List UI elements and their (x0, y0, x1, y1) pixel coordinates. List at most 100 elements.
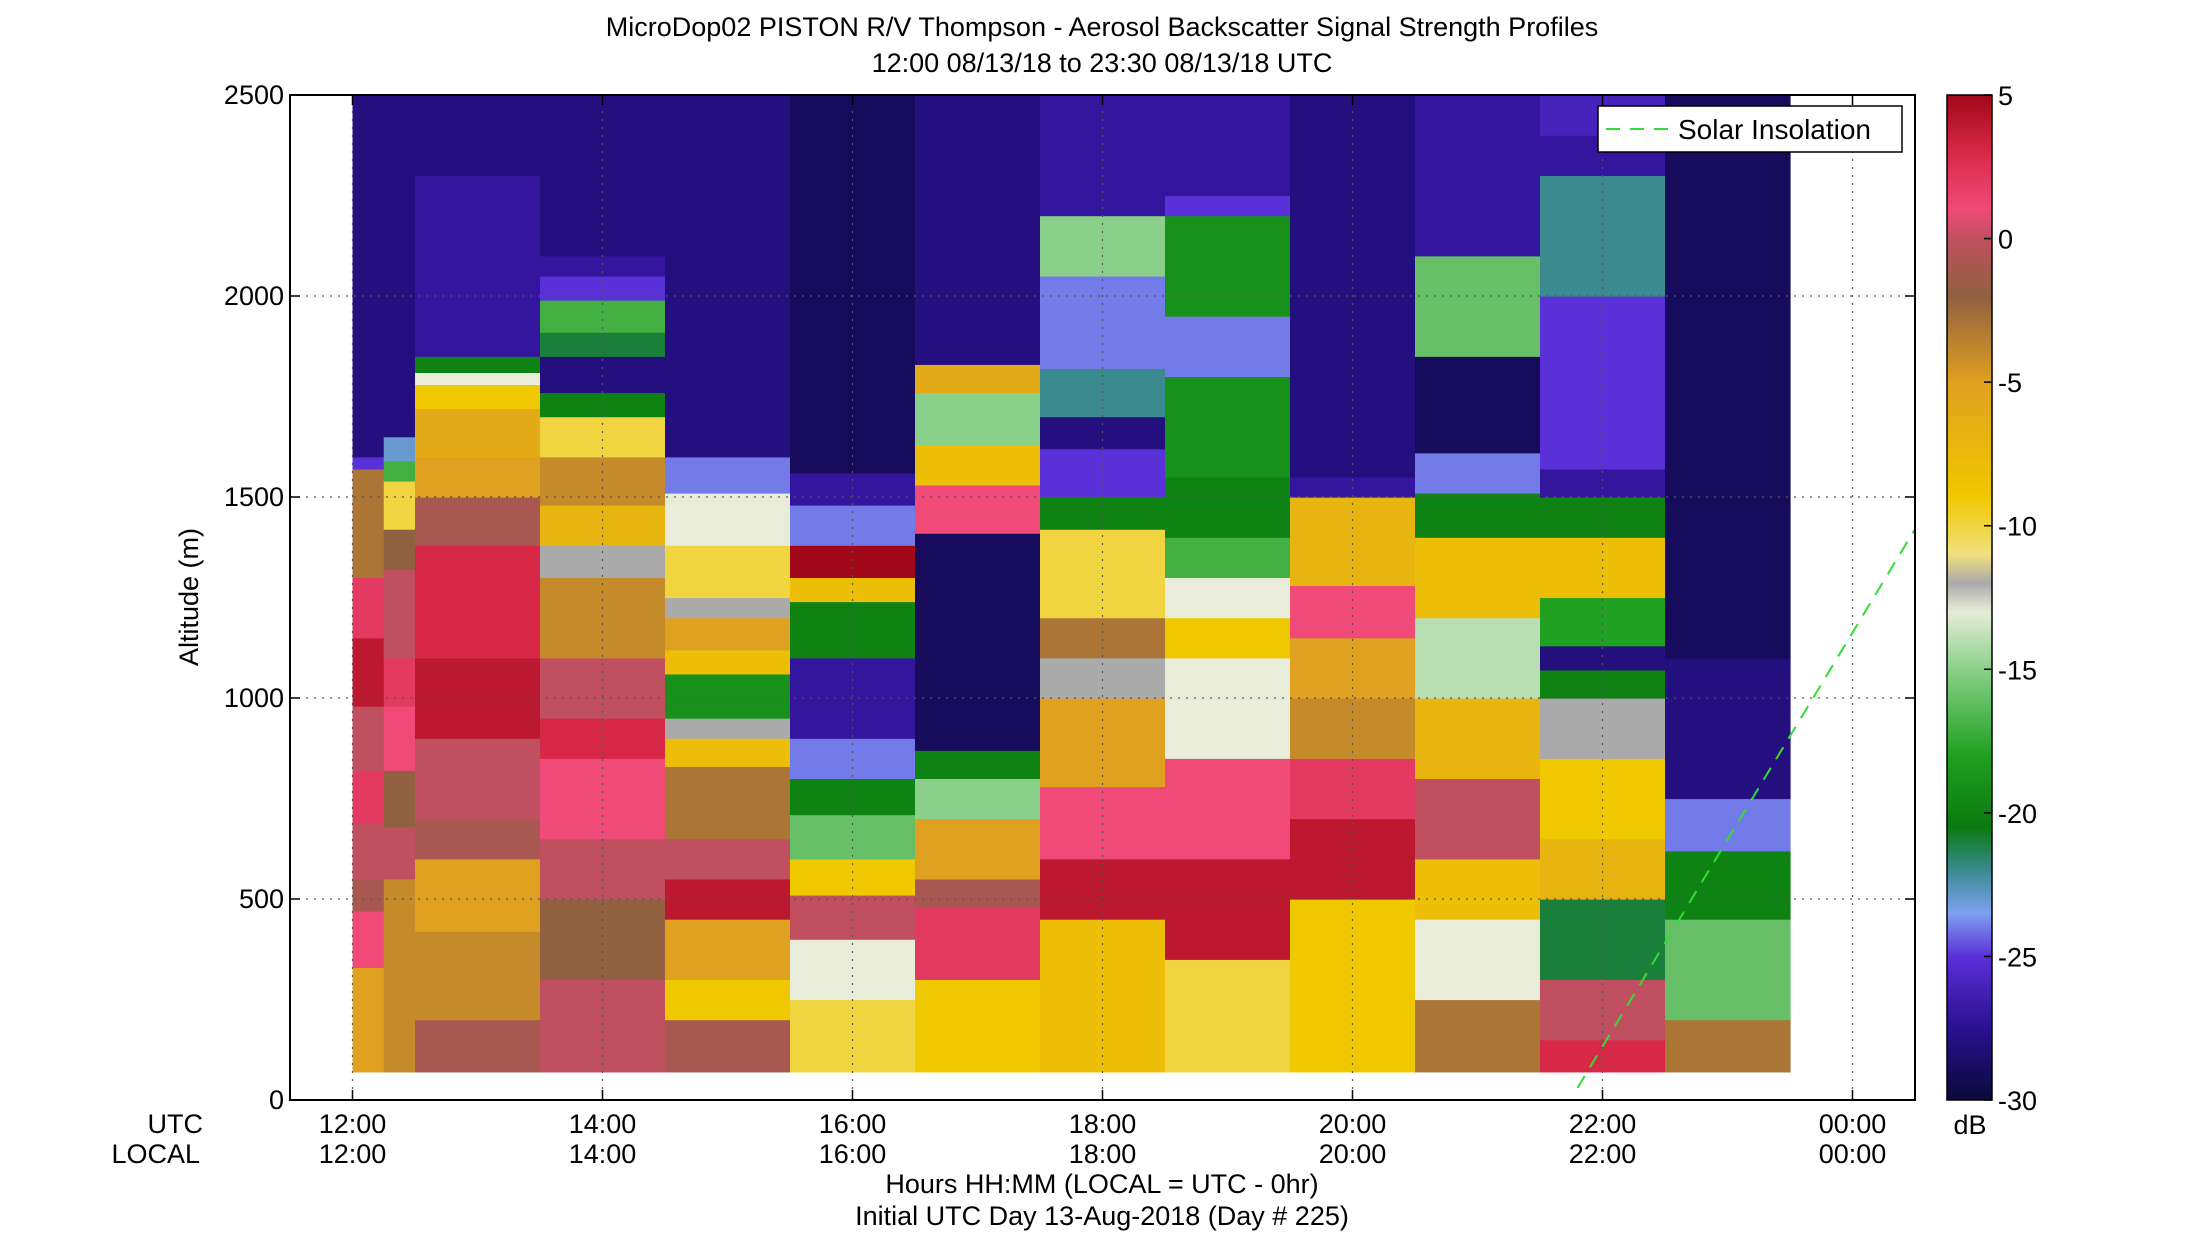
heatmap-cell (415, 497, 541, 546)
heatmap-cell (383, 706, 416, 771)
heatmap-cell (790, 577, 916, 603)
y-tick-label: 500 (239, 884, 284, 914)
y-axis-label: Altitude (m) (174, 528, 204, 666)
heatmap-cell (1165, 758, 1291, 860)
heatmap-cell (352, 967, 385, 1073)
y-tick-label: 1000 (224, 683, 284, 713)
heatmap-cell (540, 416, 666, 458)
heatmap-cell (665, 597, 791, 619)
heatmap-cell (1540, 645, 1666, 671)
heatmap-cell (1415, 858, 1541, 920)
x-row-label-local: LOCAL (111, 1139, 200, 1169)
heatmap-cell (1165, 476, 1291, 538)
heatmap-cell (1040, 497, 1166, 530)
heatmap-cell (1665, 657, 1791, 800)
heatmap-cell (352, 468, 385, 538)
y-axis: 0 500 1000 1500 2000 2500 (224, 80, 1915, 1115)
heatmap-cell (665, 649, 791, 675)
heatmap-cell (915, 533, 1041, 751)
heatmap-cell (665, 545, 791, 599)
heatmap-cell (665, 718, 791, 739)
heatmap-cell (540, 577, 666, 659)
heatmap-cell (352, 637, 385, 707)
heatmap-cell (665, 673, 791, 719)
heatmap-cell (1165, 195, 1291, 217)
heatmap-cell (415, 738, 541, 820)
heatmap-cell (415, 175, 541, 357)
legend-box (1597, 105, 1903, 153)
solar-insolation-line (1576, 528, 1915, 1089)
heatmap-cell (1165, 617, 1291, 659)
heatmap-cell (1540, 468, 1666, 498)
heatmap-cell (540, 545, 666, 578)
heatmap-cell (383, 878, 416, 1073)
heatmap-cell (383, 460, 416, 482)
heatmap-cell (415, 408, 541, 458)
heatmap-cell (352, 911, 385, 968)
x-tick-label-local: 14:00 (569, 1139, 637, 1169)
heatmap-cell (790, 95, 916, 474)
heatmap-cell (383, 826, 416, 880)
colorbar-ticks: 5 0 -5 -10 -15 -20 -25 -30 (1984, 81, 2037, 1116)
heatmap-cell (415, 657, 541, 739)
chart-subtitle: 12:00 08/13/18 to 23:30 08/13/18 UTC (872, 48, 1333, 78)
heatmap-cell (1040, 858, 1166, 920)
heatmap-cell (665, 878, 791, 920)
heatmap-cell (352, 822, 385, 880)
heatmap-cell (790, 999, 916, 1073)
heatmap-cell (1540, 175, 1666, 297)
heatmap-cell (1415, 698, 1541, 779)
heatmap-cell (1665, 919, 1791, 1021)
heatmap-cell (1415, 919, 1541, 1001)
colorbar-tick-label: 0 (1998, 225, 2013, 255)
x-axis-label: Hours HH:MM (LOCAL = UTC - 0hr) (885, 1169, 1318, 1199)
heatmap-cell (1415, 999, 1541, 1073)
chart-title: MicroDop02 PISTON R/V Thompson - Aerosol… (606, 12, 1598, 42)
x-tick-label-utc: 22:00 (1569, 1109, 1637, 1139)
heatmap-cell (1290, 497, 1416, 587)
heatmap-cell (1540, 758, 1666, 840)
heatmap-cell (665, 456, 791, 494)
heatmap-cell (415, 456, 541, 498)
heatmap-cell (665, 1019, 791, 1073)
heatmap-cell (1415, 778, 1541, 860)
legend: Solar Insolation (1597, 105, 1903, 153)
heatmap-cell (415, 545, 541, 659)
heatmap-cell (915, 878, 1041, 908)
heatmap-cell (352, 95, 385, 458)
heatmap-cell (1290, 95, 1416, 478)
heatmap-cell (352, 878, 385, 912)
heatmap-cell (665, 766, 791, 840)
heatmap-cell (1040, 275, 1166, 369)
heatmap-cell (1040, 95, 1166, 217)
heatmap-cell (1665, 850, 1791, 920)
heatmap-cell (1165, 959, 1291, 1073)
heatmap-cell (1165, 316, 1291, 377)
heatmap-cell (1665, 798, 1791, 852)
heatmap-cell (665, 617, 791, 651)
heatmap-cell (415, 1019, 541, 1073)
heatmap-cell (540, 758, 666, 840)
heatmap-cell (383, 436, 416, 462)
heatmap-cell (1665, 95, 1791, 659)
heatmap-cell (1165, 95, 1291, 197)
heatmap-cell (540, 356, 666, 394)
heatmap-cell (352, 770, 385, 824)
heatmap-cell (1290, 899, 1416, 1073)
x-tick-label-utc: 18:00 (1069, 1109, 1137, 1139)
heatmap-cell (790, 601, 916, 659)
y-tick-label: 1500 (224, 482, 284, 512)
heatmap-cell (540, 255, 666, 277)
x-tick-label-local: 22:00 (1569, 1139, 1637, 1169)
heatmap-cell (1415, 95, 1541, 257)
colorbar-tick-label: -30 (1998, 1086, 2037, 1116)
heatmap-cell (790, 939, 916, 1001)
heatmap-cell (415, 384, 541, 410)
legend-label: Solar Insolation (1678, 114, 1871, 145)
heatmap-cell (1165, 657, 1291, 759)
heatmap-cell (383, 657, 416, 707)
heatmap-cell (1540, 296, 1666, 470)
